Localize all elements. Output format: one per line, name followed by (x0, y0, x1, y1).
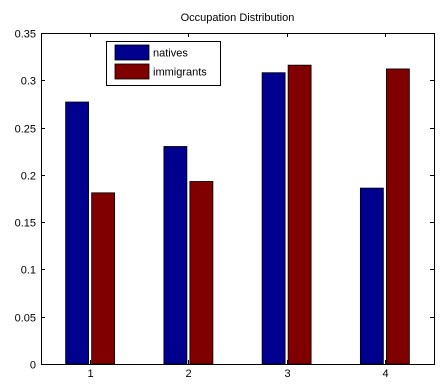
bar-natives-4 (359, 187, 384, 365)
bar-natives-3 (261, 72, 286, 365)
bar-natives-2 (163, 146, 188, 365)
y-tick-label: 0.05 (15, 313, 36, 325)
bar-immigrants-3 (287, 64, 312, 365)
ticks-layer: 0 0.05 0.1 0.15 0.2 0.25 0.3 0.35 1 2 3 4 (15, 29, 434, 380)
bar-natives-1 (65, 101, 90, 365)
legend: natives immigrants (106, 41, 221, 86)
chart-title: Occupation Distribution (181, 12, 295, 24)
y-tick-label: 0.1 (21, 265, 36, 277)
y-tick-label: 0.2 (21, 171, 36, 183)
legend-swatch-natives (114, 44, 150, 61)
bars-layer (65, 64, 410, 365)
bar-immigrants-4 (385, 68, 410, 365)
x-tick-label: 1 (87, 368, 93, 380)
bar-immigrants-2 (189, 181, 214, 365)
bar-immigrants-1 (91, 192, 116, 365)
y-tick-label: 0.15 (15, 218, 36, 230)
legend-swatch-immigrants (114, 63, 150, 80)
x-tick-label: 2 (185, 368, 191, 380)
y-tick-label: 0.25 (15, 124, 36, 136)
plot-frame (41, 33, 435, 365)
y-tick-label: 0.35 (15, 29, 36, 41)
x-tick-label: 4 (382, 368, 388, 380)
x-tick-label: 3 (284, 368, 290, 380)
legend-label-natives: natives (153, 48, 188, 60)
y-tick-label: 0.3 (21, 76, 36, 88)
legend-label-immigrants: immigrants (153, 67, 207, 79)
y-tick-label: 0 (30, 360, 36, 372)
